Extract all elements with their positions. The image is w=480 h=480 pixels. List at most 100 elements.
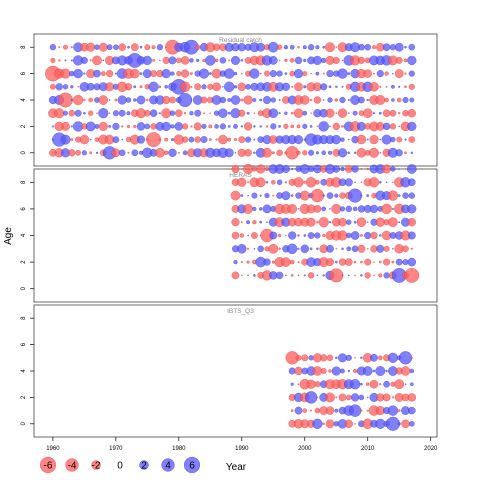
residual-point: [136, 135, 146, 144]
residual-point: [356, 148, 367, 158]
residual-point: [290, 194, 294, 197]
residual-point: [352, 206, 358, 212]
residual-point: [360, 274, 363, 277]
residual-point: [100, 71, 106, 76]
residual-point: [360, 382, 363, 386]
residual-point: [375, 217, 385, 227]
residual-point: [347, 151, 351, 155]
panel-ibts-q3: IBTS_Q3 0 2 4 6 8: [21, 304, 438, 438]
residual-point: [106, 44, 113, 51]
residual-point: [189, 58, 194, 63]
residual-point: [302, 408, 308, 413]
residual-point: [212, 82, 221, 92]
residual-point: [297, 261, 300, 264]
residual-point: [177, 151, 180, 154]
residual-point: [70, 138, 74, 141]
residual-point: [246, 260, 250, 264]
residual-point: [149, 109, 158, 117]
residual-point: [300, 95, 310, 105]
residual-point: [360, 260, 363, 264]
residual-point: [188, 136, 195, 143]
residual-point: [326, 70, 334, 78]
residual-point: [400, 366, 411, 376]
residual-point: [284, 58, 288, 63]
residual-point: [337, 148, 348, 158]
residual-point: [297, 247, 300, 250]
residual-point: [335, 260, 338, 264]
y-tick-label: 4: [21, 233, 27, 237]
residual-point: [63, 44, 68, 50]
residual-point: [159, 59, 161, 62]
residual-point: [162, 96, 171, 104]
residual-point: [340, 166, 345, 172]
residual-point: [378, 111, 382, 115]
residual-point: [392, 248, 394, 250]
residual-point: [168, 56, 177, 65]
residual-point: [354, 181, 356, 184]
residual-point: [382, 164, 392, 174]
residual-point: [70, 46, 73, 49]
residual-point: [310, 409, 313, 412]
residual-point: [322, 422, 325, 425]
residual-point: [389, 109, 397, 117]
residual-point: [350, 231, 360, 240]
residual-point: [352, 110, 358, 116]
residual-point: [404, 168, 407, 170]
residual-point: [156, 44, 163, 51]
residual-point: [146, 98, 149, 102]
residual-point: [162, 56, 170, 64]
residual-point: [231, 231, 240, 240]
y-tick-label: 0: [21, 150, 27, 154]
residual-point: [289, 58, 295, 63]
residual-point: [328, 221, 332, 224]
residual-point: [320, 368, 327, 374]
residual-point: [247, 181, 249, 184]
residual-point: [303, 234, 307, 237]
residual-point: [407, 204, 417, 214]
residual-point: [247, 247, 250, 250]
residual-point: [325, 108, 335, 118]
residual-point: [276, 149, 283, 156]
residual-point: [258, 207, 263, 211]
residual-point: [293, 108, 304, 118]
residual-point: [263, 96, 271, 104]
residual-point: [376, 244, 385, 253]
residual-point: [335, 85, 338, 88]
residual-point: [245, 136, 252, 143]
residual-point: [354, 423, 356, 425]
residual-point: [314, 232, 321, 239]
residual-point: [315, 179, 320, 185]
residual-point: [293, 177, 304, 188]
residual-point: [94, 44, 100, 50]
residual-point: [347, 369, 350, 373]
residual-point: [139, 72, 143, 75]
residual-point: [58, 46, 61, 49]
residual-point: [265, 181, 269, 184]
residual-point: [356, 217, 367, 227]
residual-point: [391, 396, 394, 399]
legend-bubble: [91, 460, 101, 470]
residual-point: [144, 123, 151, 130]
residual-point: [327, 150, 333, 155]
residual-point: [369, 82, 379, 92]
residual-point: [338, 258, 347, 266]
residual-point: [308, 149, 315, 156]
residual-point: [49, 44, 57, 51]
residual-point: [253, 138, 256, 141]
residual-point: [125, 97, 132, 103]
residual-point: [253, 248, 256, 250]
residual-point: [313, 205, 322, 213]
residual-point: [307, 272, 315, 279]
residual-point: [316, 274, 319, 277]
residual-point: [190, 72, 193, 75]
residual-point: [360, 409, 363, 412]
residual-point: [398, 351, 413, 365]
residual-point: [240, 194, 244, 197]
residual-point: [255, 177, 266, 188]
residual-point: [108, 99, 111, 101]
panel-title: HERAS: [229, 172, 252, 179]
residual-point: [294, 56, 303, 65]
residual-point: [117, 95, 127, 105]
residual-point: [133, 124, 137, 129]
residual-point: [68, 149, 76, 157]
